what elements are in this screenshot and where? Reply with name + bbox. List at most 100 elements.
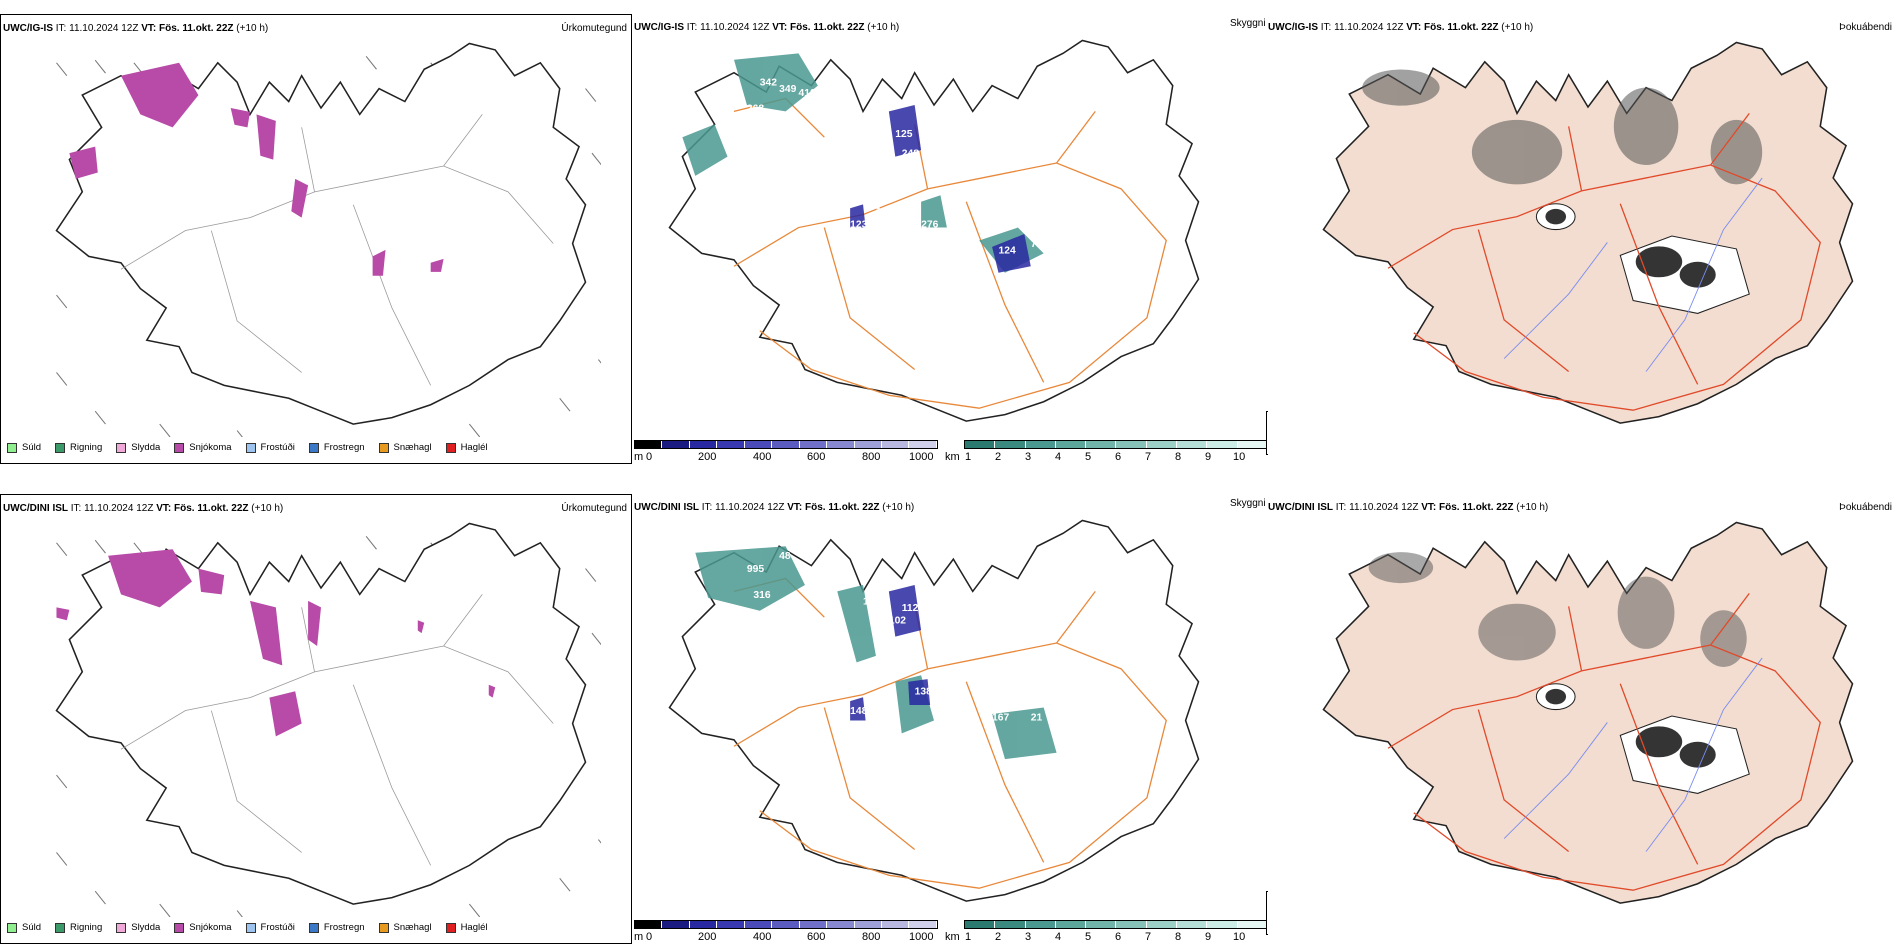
label-102: 102 [889, 616, 906, 627]
row1-header-clouds: UWC/IG-IS IT: 11.10.2024 12Z VT: Fös. 11… [634, 22, 899, 33]
vtick-10: 10 [1233, 931, 1246, 943]
vt-label: VT: [787, 502, 803, 513]
tick-200: 200 [698, 451, 717, 463]
vtick-3: 3 [1025, 931, 1032, 943]
it-value: 11.10.2024 12Z [1334, 22, 1404, 33]
roads-orange [733, 97, 1167, 409]
vt-value: Fös. 11.okt. 22Z [805, 502, 880, 513]
legend-swatch [445, 442, 456, 453]
tick-800: 800 [862, 931, 881, 943]
rivers-blue [1503, 177, 1763, 372]
visibility-unit: km [945, 931, 960, 943]
visibility-colorbar [964, 440, 1269, 449]
vtick-8: 8 [1175, 451, 1182, 463]
legend-label: Súld [22, 922, 42, 933]
label-316: 316 [753, 590, 770, 601]
vtick-4: 4 [1055, 931, 1062, 943]
label-268: 268 [747, 103, 764, 114]
it-label: IT: [70, 503, 82, 514]
label-349: 349 [779, 84, 796, 95]
vtick-4: 4 [1055, 451, 1062, 463]
wind-barbs [56, 536, 601, 917]
vtick-2: 2 [995, 931, 1002, 943]
label-138: 138 [1082, 239, 1099, 250]
cloud-base-colorbar [634, 920, 938, 929]
cloud-base-colorbar [634, 440, 938, 449]
vtick-3: 3 [1025, 451, 1032, 463]
vtick-8: 8 [1175, 931, 1182, 943]
legend-label: Haglél [460, 922, 488, 933]
label-140: 140 [876, 207, 893, 218]
model-name: UWC/IG-IS [634, 22, 684, 33]
legend-label: Frostregn [323, 442, 365, 453]
legend-label: Snjókoma [189, 922, 232, 933]
legend-item: Slydda [116, 442, 160, 453]
vtick-9: 9 [1205, 931, 1212, 943]
legend-swatch [116, 922, 127, 933]
lead-time: (+10 h) [882, 502, 915, 513]
legend-item: Haglél [445, 442, 488, 453]
legend-label: Haglél [460, 442, 488, 453]
precip-type-panel-row1: UWC/IG-IS IT: 11.10.2024 12Z VT: Fös. 11… [0, 14, 632, 464]
vtick-7: 7 [1145, 931, 1152, 943]
precip-legend-row1: Súld Rigning Slydda Snjókoma Frostúði Fr… [7, 442, 488, 453]
legend-label: Snjókoma [189, 442, 232, 453]
legend-swatch [245, 442, 256, 453]
vt-value: Fös. 11.okt. 22Z [174, 503, 249, 514]
legend-item: Snæhagl [378, 922, 432, 933]
label-248: 248 [902, 149, 919, 160]
legend-item: Rigning [55, 442, 102, 453]
cloud-base-unit: m [634, 451, 644, 463]
legend-item: Snæhagl [378, 442, 432, 453]
model-name: UWC/DINI ISL [1268, 502, 1333, 513]
panel-title-clouds: Skyggni [1230, 498, 1266, 509]
lead-time: (+10 h) [1501, 22, 1534, 33]
tick-800: 800 [862, 451, 881, 463]
legend-swatch [445, 922, 456, 933]
iceland-fog-map [1322, 41, 1854, 424]
cloud-base-unit: m [634, 931, 644, 943]
vtick-6: 6 [1115, 931, 1122, 943]
legend-item: Súld [7, 922, 41, 933]
vtick-2: 2 [995, 451, 1002, 463]
it-label: IT: [1335, 502, 1347, 513]
label-167: 167 [992, 712, 1009, 723]
panel-title-fog: Þokuábendi [1839, 502, 1892, 513]
legend-label: Frostúði [260, 922, 295, 933]
tick-400: 400 [753, 451, 772, 463]
iceland-fog-map [1322, 521, 1854, 904]
roads-red [1387, 113, 1821, 411]
legend-item: Slydda [116, 922, 160, 933]
legend-swatch [308, 922, 319, 933]
fog-shading [1368, 552, 1747, 667]
lead-time: (+10 h) [236, 23, 269, 34]
label-125: 125 [863, 596, 880, 607]
row2-header-fog: UWC/DINI ISL IT: 11.10.2024 12Z VT: Fös.… [1268, 502, 1548, 513]
vt-label: VT: [1406, 22, 1422, 33]
legend-item: Frostregn [308, 922, 365, 933]
legend-swatch [174, 442, 185, 453]
it-value: 11.10.2024 12Z [84, 503, 154, 514]
legend-swatch [308, 442, 319, 453]
it-label: IT: [686, 22, 698, 33]
vtick-1: 1 [965, 451, 972, 463]
it-value: 11.10.2024 12Z [700, 22, 770, 33]
tick-0: 0 [646, 931, 653, 943]
row2-header: UWC/DINI ISL IT: 11.10.2024 12Z VT: Fös.… [3, 503, 283, 514]
lead-time: (+10 h) [867, 22, 900, 33]
panel-title-precip: Úrkomutegund [561, 503, 627, 514]
panel-title-clouds: Skyggni [1230, 18, 1266, 29]
map-labels: 342 349 410 268 271 125 248 140 123 100 … [721, 78, 1100, 267]
legend-swatch [55, 922, 66, 933]
vtick-5: 5 [1085, 451, 1092, 463]
model-name: UWC/IG-IS [1268, 22, 1318, 33]
label-995: 995 [747, 564, 764, 575]
row1-header: UWC/IG-IS IT: 11.10.2024 12Z VT: Fös. 11… [3, 23, 268, 34]
precip-snow [56, 549, 496, 737]
label-58: 58 [1067, 256, 1079, 267]
vt-label: VT: [772, 22, 788, 33]
legend-item: Haglél [445, 922, 488, 933]
precip-legend-row2: Súld Rigning Slydda Snjókoma Frostúði Fr… [7, 922, 488, 933]
legend-label: Snæhagl [393, 442, 432, 453]
it-label: IT: [701, 502, 713, 513]
